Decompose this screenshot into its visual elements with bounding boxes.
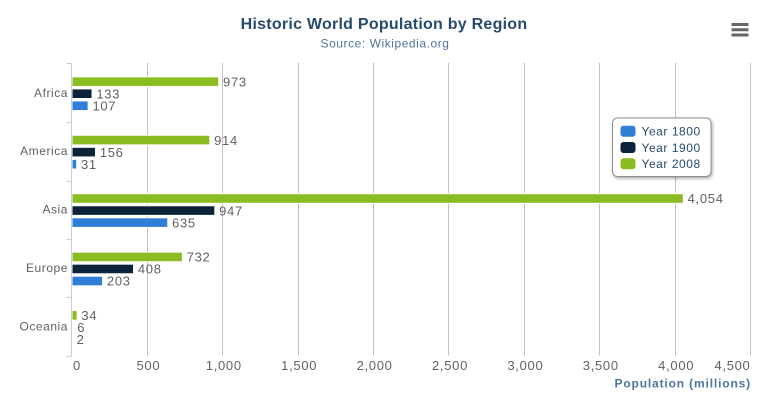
svg-text:Population (millions): Population (millions) <box>614 377 751 391</box>
svg-text:34: 34 <box>81 308 97 323</box>
svg-text:Europe: Europe <box>26 261 68 275</box>
svg-text:Historic World Population by R: Historic World Population by Region <box>241 16 528 33</box>
svg-text:3,500: 3,500 <box>583 358 619 373</box>
svg-text:133: 133 <box>96 86 120 101</box>
svg-text:1,000: 1,000 <box>206 358 242 373</box>
svg-text:6: 6 <box>77 320 85 335</box>
svg-text:107: 107 <box>92 98 116 113</box>
svg-text:2,000: 2,000 <box>357 358 393 373</box>
svg-text:3,000: 3,000 <box>507 358 543 373</box>
svg-text:Asia: Asia <box>42 203 68 217</box>
svg-text:4,500: 4,500 <box>714 358 750 373</box>
svg-text:203: 203 <box>107 274 131 289</box>
svg-text:Oceania: Oceania <box>19 319 68 333</box>
svg-text:947: 947 <box>219 203 243 218</box>
svg-text:4,054: 4,054 <box>688 191 724 206</box>
svg-text:Source: Wikipedia.org: Source: Wikipedia.org <box>321 37 450 51</box>
svg-text:Africa: Africa <box>34 86 68 100</box>
svg-text:America: America <box>20 144 68 158</box>
svg-text:Year 2008: Year 2008 <box>642 157 701 171</box>
svg-text:156: 156 <box>100 145 124 160</box>
svg-text:0: 0 <box>73 358 81 373</box>
svg-text:408: 408 <box>138 262 162 277</box>
svg-text:914: 914 <box>214 133 238 148</box>
svg-text:732: 732 <box>187 250 211 265</box>
svg-text:Year 1900: Year 1900 <box>642 141 701 155</box>
svg-text:1,500: 1,500 <box>281 358 317 373</box>
svg-text:31: 31 <box>81 157 97 172</box>
svg-text:500: 500 <box>137 358 161 373</box>
svg-text:Year 1800: Year 1800 <box>642 125 701 139</box>
svg-text:973: 973 <box>223 74 247 89</box>
svg-text:635: 635 <box>172 215 196 230</box>
svg-text:2: 2 <box>77 332 85 347</box>
svg-text:4,000: 4,000 <box>658 358 694 373</box>
svg-text:2,500: 2,500 <box>432 358 468 373</box>
